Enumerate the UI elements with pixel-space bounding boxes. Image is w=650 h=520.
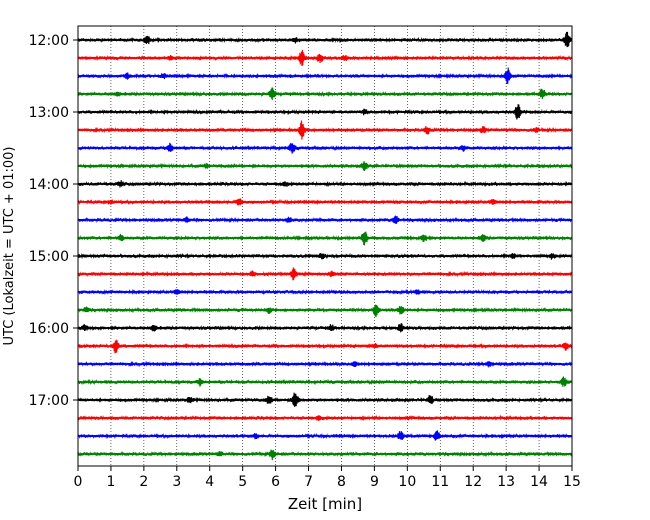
y-tick-label: 12:00	[29, 33, 69, 49]
y-tick-label: 15:00	[29, 249, 69, 265]
x-tick-label: 7	[304, 474, 313, 490]
seismogram-trace	[77, 67, 573, 84]
seismogram-trace	[77, 267, 573, 281]
seismogram-trace	[77, 31, 573, 48]
x-tick-label: 15	[563, 474, 581, 490]
y-axis-label: UTC (Lokalzeit = UTC + 01:00)	[2, 147, 17, 346]
x-axis-label: Zeit [min]	[288, 495, 362, 513]
seismogram-trace	[77, 449, 573, 461]
axes: 0 1 2 3 4 5 6 7 8 9 10 11 12 13 14 1512:0013:0014:0015:…	[29, 33, 581, 490]
seismogram-trace	[77, 430, 573, 441]
seismogram-trace	[77, 142, 573, 154]
seismogram-trace	[77, 231, 573, 246]
plot-frame	[77, 25, 573, 467]
seismogram-trace	[77, 49, 573, 67]
y-tick-label: 17:00	[29, 393, 69, 409]
seismogram-trace	[77, 198, 573, 206]
x-tick-label: 13	[497, 474, 515, 490]
seismogram-trace	[77, 215, 573, 224]
x-tick-label: 11	[431, 474, 449, 490]
seismogram-trace	[77, 161, 573, 172]
x-tick-label: 12	[464, 474, 482, 490]
seismogram-traces	[77, 31, 573, 461]
seismogram-trace	[77, 288, 573, 296]
seismogram-trace	[77, 87, 573, 100]
x-tick-label: 9	[370, 474, 379, 490]
x-tick-label: 10	[398, 474, 416, 490]
seismogram-trace	[77, 252, 573, 260]
seismogram-trace	[77, 120, 573, 140]
y-tick-label: 13:00	[29, 105, 69, 121]
seismogram-trace	[77, 392, 573, 407]
seismogram-trace	[77, 104, 573, 120]
seismogram-trace	[77, 414, 573, 422]
x-tick-label: 6	[271, 474, 280, 490]
seismogram-trace	[77, 360, 573, 368]
x-tick-label: 0	[74, 474, 83, 490]
y-tick-label: 16:00	[29, 321, 69, 337]
y-tick-label: 14:00	[29, 177, 69, 193]
x-tick-label: 14	[530, 474, 548, 490]
x-tick-label: 8	[337, 474, 346, 490]
x-tick-label: 2	[139, 474, 148, 490]
seismogram-trace	[77, 323, 573, 333]
x-tick-label: 4	[205, 474, 214, 490]
x-tick-label: 1	[106, 474, 115, 490]
seismogram-trace	[77, 180, 573, 188]
seismogram-trace	[77, 339, 573, 354]
seismogram-trace	[77, 376, 573, 387]
x-tick-label: 3	[172, 474, 181, 490]
x-tick-label: 5	[238, 474, 247, 490]
seismogram-trace	[77, 304, 573, 318]
grid-lines	[110, 26, 540, 466]
